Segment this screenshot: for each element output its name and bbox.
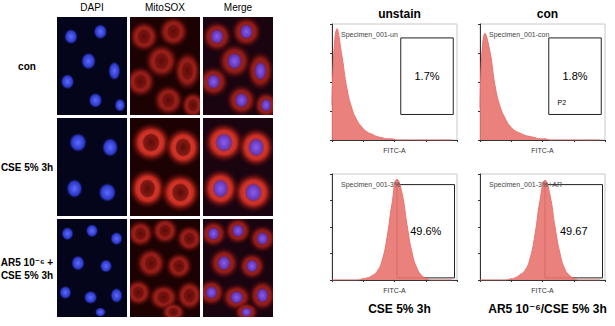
svg-text:1.8%: 1.8%	[562, 70, 587, 82]
svg-text:49.67: 49.67	[560, 225, 588, 237]
svg-text:1.7%: 1.7%	[414, 70, 439, 82]
svg-text:FITC-A: FITC-A	[383, 147, 406, 154]
svg-text:con: con	[18, 61, 36, 72]
svg-text:FITC-A: FITC-A	[531, 147, 554, 154]
svg-text:AR5 10⁻⁶ +CSE 5% 3h: AR5 10⁻⁶ +CSE 5% 3h	[1, 257, 54, 281]
svg-text:MitoSOX: MitoSOX	[145, 2, 185, 13]
svg-text:FITC-A: FITC-A	[531, 287, 554, 294]
svg-text:Specimen_001-3%+AR: Specimen_001-3%+AR	[489, 181, 562, 189]
svg-text:Merge: Merge	[224, 2, 253, 13]
svg-text:CSE 5% 3h: CSE 5% 3h	[1, 162, 53, 173]
svg-text:CSE 5% 3h: CSE 5% 3h	[368, 302, 431, 316]
svg-text:Specimen_001-con: Specimen_001-con	[489, 31, 549, 39]
svg-text:FITC-A: FITC-A	[383, 287, 406, 294]
svg-text:AR5 10⁻⁶/CSE 5% 3h: AR5 10⁻⁶/CSE 5% 3h	[488, 302, 607, 316]
svg-text:unstain: unstain	[378, 7, 421, 21]
svg-text:P2: P2	[558, 99, 567, 106]
svg-text:Specimen_001-un: Specimen_001-un	[341, 31, 398, 39]
svg-text:Specimen_001-3%: Specimen_001-3%	[341, 181, 400, 189]
svg-text:con: con	[537, 7, 558, 21]
svg-text:49.6%: 49.6%	[410, 225, 441, 237]
svg-text:DAPI: DAPI	[80, 2, 103, 13]
